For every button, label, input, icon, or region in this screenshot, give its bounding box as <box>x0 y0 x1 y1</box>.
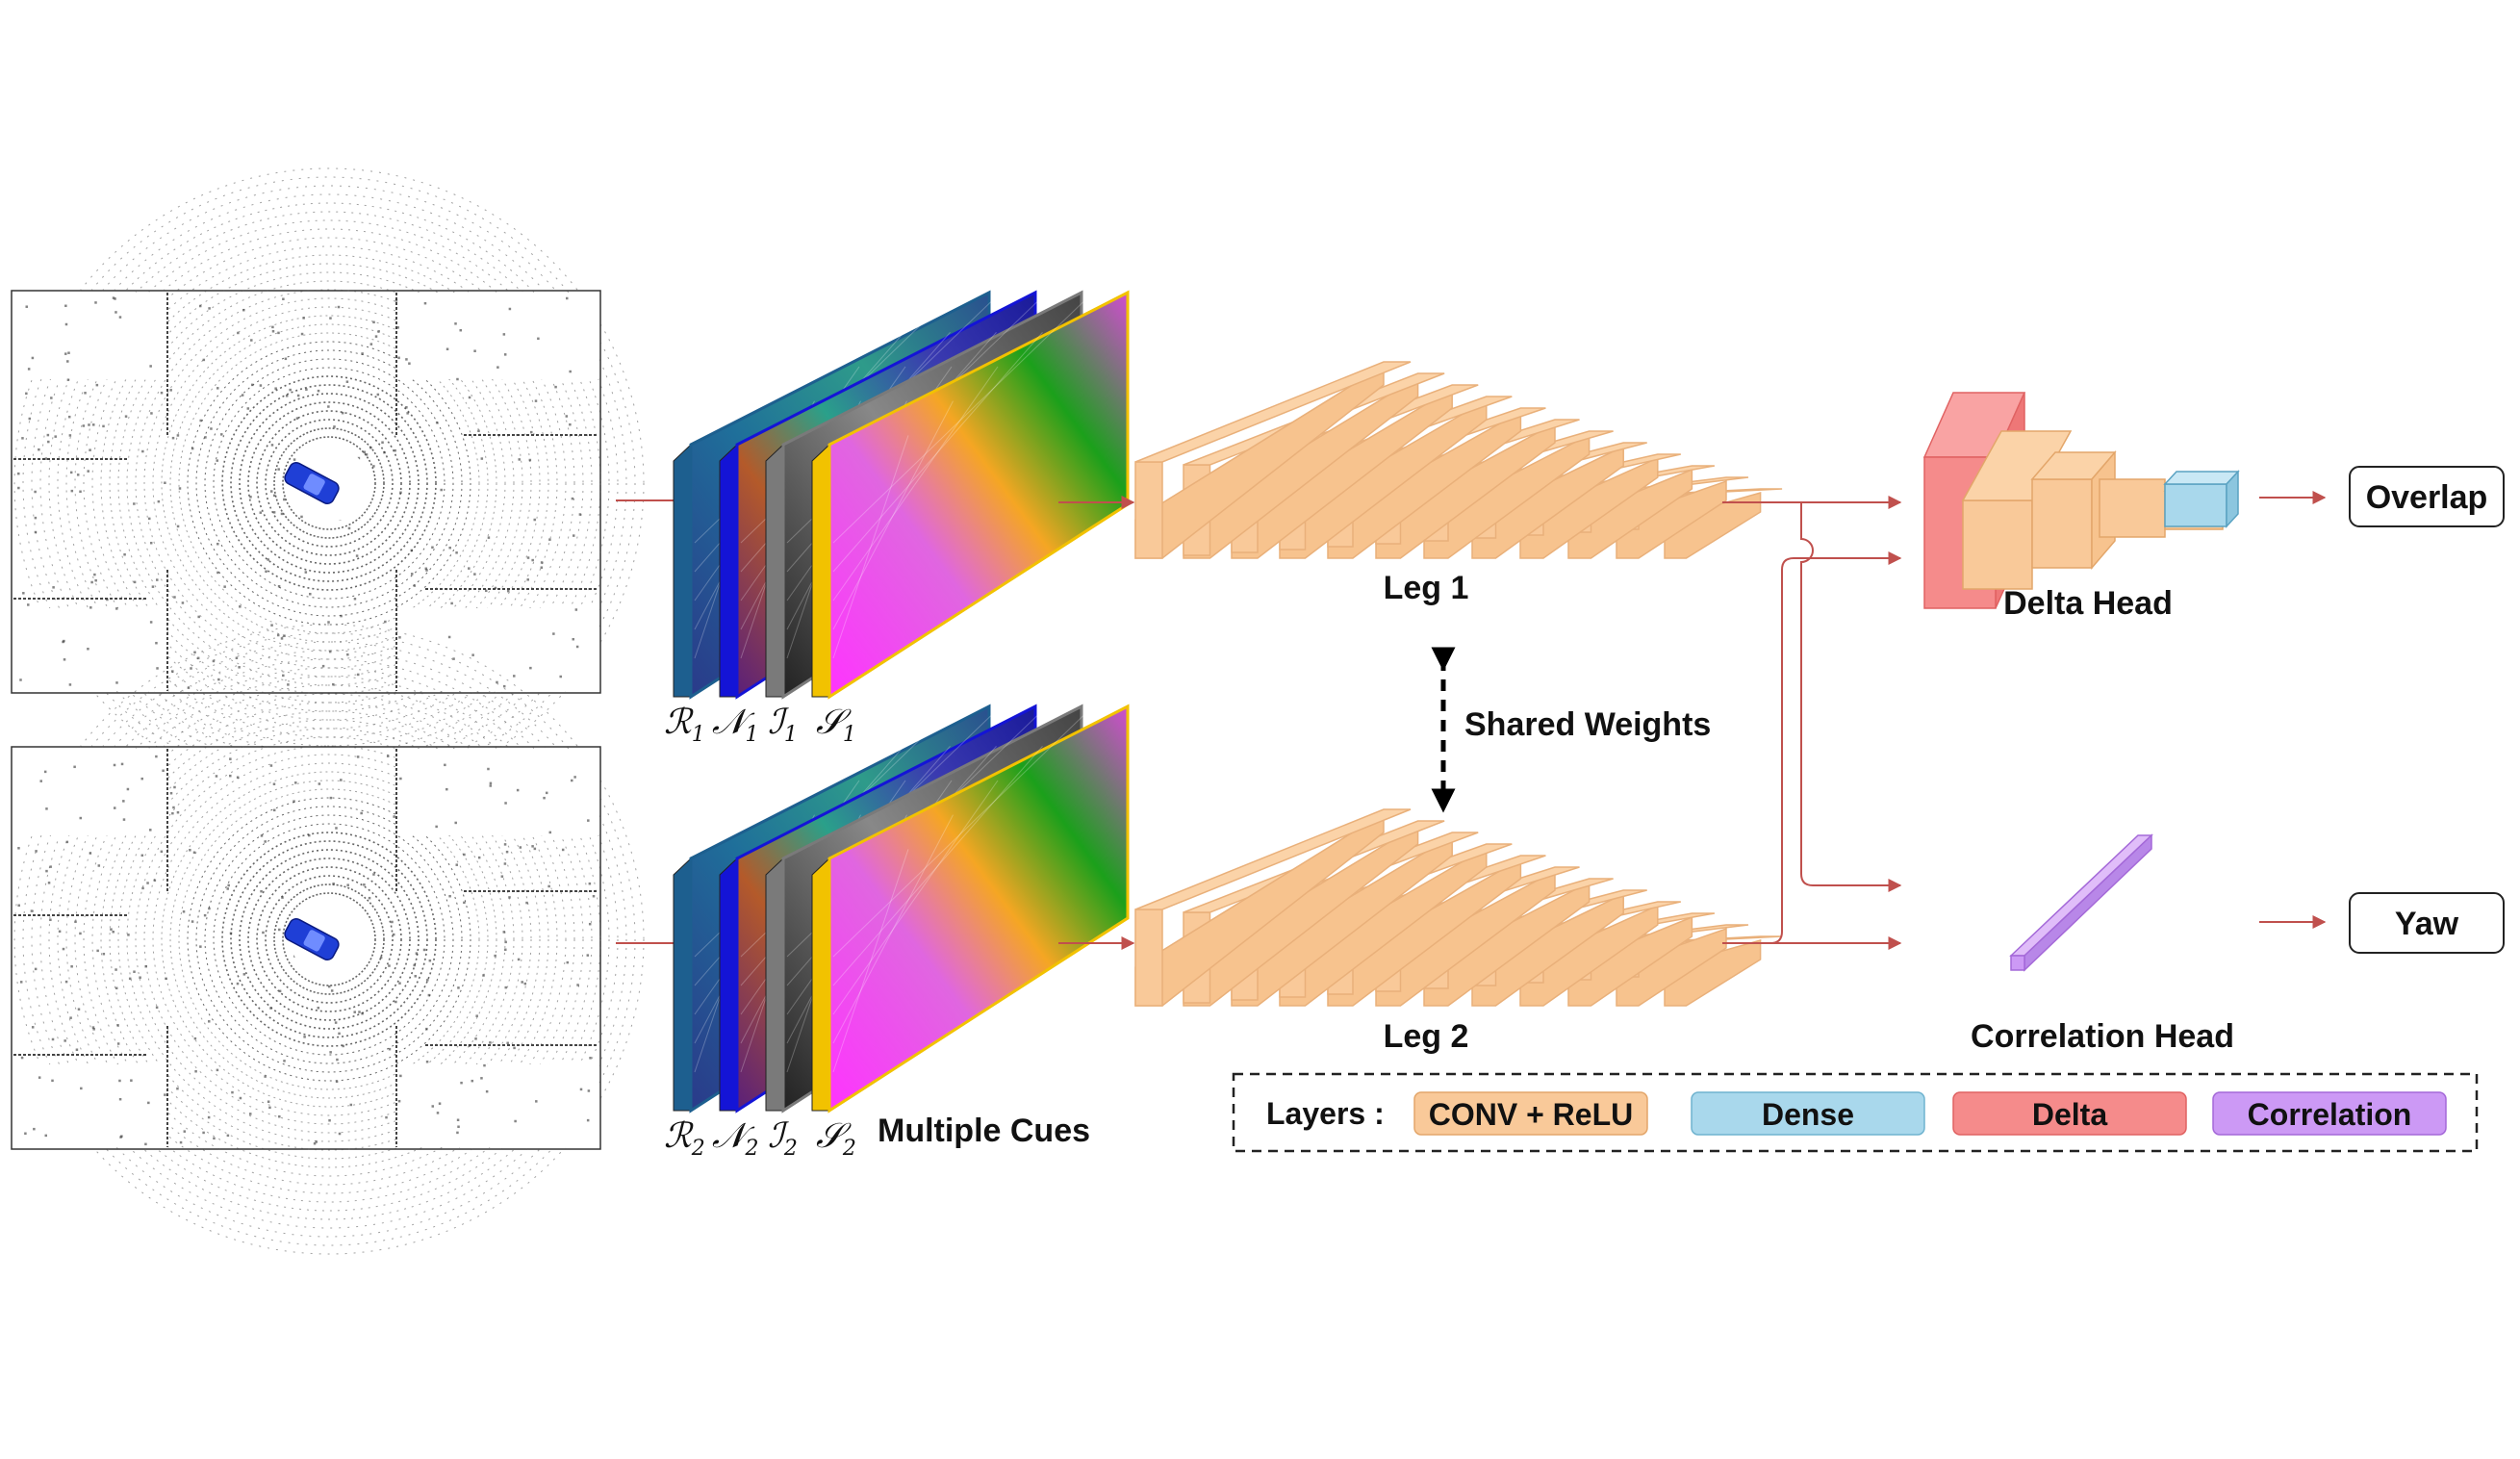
layers-legend: Layers : CONV + ReLU Dense Delta Correlatio… <box>1232 1072 2479 1153</box>
svg-text:CONV + ReLU: CONV + ReLU <box>1429 1097 1633 1132</box>
output-overlap: Overlap <box>2349 466 2505 527</box>
delta-head <box>1922 392 2240 609</box>
scan2-symbols: ℛ2 𝒩2 ℐ2 𝒮2 <box>664 1116 856 1161</box>
leg-to-head-connections <box>1722 496 1902 950</box>
svg-text:𝒮2: 𝒮2 <box>816 1116 856 1161</box>
legend-title: Layers : <box>1266 1096 1385 1131</box>
svg-text:𝒮1: 𝒮1 <box>816 703 856 747</box>
svg-text:ℐ2: ℐ2 <box>768 1116 798 1161</box>
svg-text:Dense: Dense <box>1762 1097 1854 1132</box>
svg-text:ℛ2: ℛ2 <box>664 1116 705 1161</box>
correlation-head <box>2009 833 2153 972</box>
legend-item-conv-relu: CONV + ReLU <box>1413 1091 1648 1136</box>
lidar-scan-1 <box>11 167 645 799</box>
shared-weights-label: Shared Weights <box>1464 706 1711 743</box>
legend-item-correlation: Correlation <box>2212 1091 2447 1136</box>
legend-item-dense: Dense <box>1691 1091 1925 1136</box>
lidar-scan-2 <box>11 624 645 1255</box>
svg-text:Overlap: Overlap <box>2366 479 2488 516</box>
cue-stack-1 <box>673 290 1130 700</box>
svg-text:ℛ1: ℛ1 <box>664 703 705 747</box>
leg-2-label: Leg 2 <box>1384 1018 1469 1055</box>
leg-1-conv-stack <box>1134 361 1783 559</box>
leg-2-conv-stack <box>1134 808 1783 1007</box>
cue-stack-2 <box>673 704 1130 1113</box>
svg-text:Correlation: Correlation <box>2248 1097 2412 1132</box>
correlation-head-label: Correlation Head <box>1971 1018 2234 1055</box>
svg-text:Yaw: Yaw <box>2395 906 2459 942</box>
multiple-cues-label: Multiple Cues <box>878 1113 1090 1149</box>
delta-head-label: Delta Head <box>2003 585 2173 622</box>
svg-text:𝒩2: 𝒩2 <box>712 1116 759 1161</box>
output-yaw: Yaw <box>2349 892 2505 954</box>
leg-1-label: Leg 1 <box>1384 570 1469 606</box>
svg-text:𝒩1: 𝒩1 <box>712 703 759 747</box>
legend-item-delta: Delta <box>1952 1091 2187 1136</box>
scan1-symbols: ℛ1 𝒩1 ℐ1 𝒮1 <box>664 703 856 747</box>
svg-text:Delta: Delta <box>2032 1097 2107 1132</box>
svg-text:ℐ1: ℐ1 <box>768 703 798 747</box>
